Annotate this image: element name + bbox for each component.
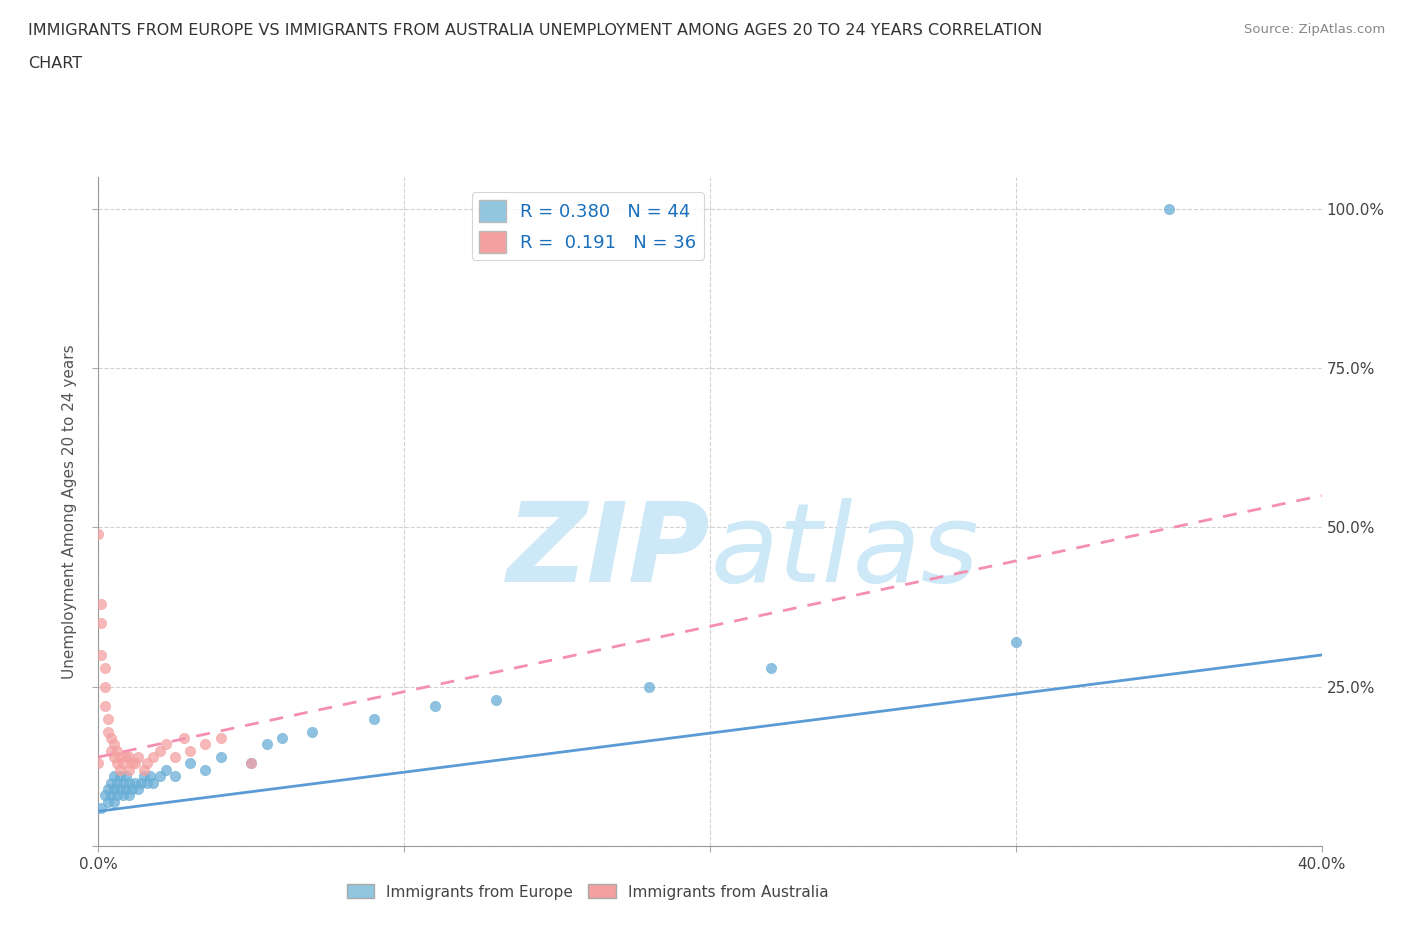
Point bbox=[142, 775, 165, 790]
Point bbox=[194, 737, 217, 751]
Point bbox=[256, 737, 278, 751]
Point bbox=[149, 769, 172, 784]
Point bbox=[93, 698, 115, 713]
Point bbox=[111, 756, 134, 771]
Point bbox=[637, 680, 661, 695]
Point bbox=[301, 724, 323, 739]
Point bbox=[1004, 635, 1026, 650]
Point bbox=[142, 750, 165, 764]
Point bbox=[155, 737, 177, 751]
Point bbox=[1157, 201, 1180, 216]
Point bbox=[115, 750, 138, 764]
Point bbox=[129, 775, 152, 790]
Point bbox=[105, 743, 128, 758]
Point bbox=[139, 769, 162, 784]
Point bbox=[149, 743, 172, 758]
Point bbox=[136, 775, 159, 790]
Point bbox=[97, 794, 120, 809]
Point bbox=[240, 756, 263, 771]
Point bbox=[179, 743, 201, 758]
Point bbox=[134, 769, 156, 784]
Point bbox=[93, 680, 115, 695]
Point bbox=[90, 616, 112, 631]
Point bbox=[163, 750, 186, 764]
Point bbox=[485, 692, 508, 707]
Point bbox=[423, 698, 446, 713]
Point bbox=[103, 769, 125, 784]
Point bbox=[97, 781, 120, 796]
Point bbox=[100, 775, 122, 790]
Point bbox=[90, 801, 112, 816]
Text: Source: ZipAtlas.com: Source: ZipAtlas.com bbox=[1244, 23, 1385, 36]
Point bbox=[93, 788, 115, 803]
Point bbox=[121, 756, 143, 771]
Point bbox=[97, 724, 120, 739]
Point bbox=[105, 775, 128, 790]
Point bbox=[90, 596, 112, 611]
Point bbox=[103, 737, 125, 751]
Point bbox=[127, 781, 149, 796]
Point bbox=[209, 750, 232, 764]
Point bbox=[118, 750, 141, 764]
Point bbox=[155, 763, 177, 777]
Point bbox=[759, 660, 782, 675]
Text: ZIP: ZIP bbox=[506, 498, 710, 605]
Point bbox=[103, 750, 125, 764]
Point bbox=[100, 730, 122, 745]
Text: atlas: atlas bbox=[710, 498, 979, 605]
Legend: Immigrants from Europe, Immigrants from Australia: Immigrants from Europe, Immigrants from … bbox=[340, 878, 835, 906]
Point bbox=[105, 788, 128, 803]
Point bbox=[111, 788, 134, 803]
Point bbox=[111, 775, 134, 790]
Point bbox=[115, 769, 138, 784]
Point bbox=[134, 763, 156, 777]
Point bbox=[179, 756, 201, 771]
Point bbox=[124, 756, 146, 771]
Point bbox=[115, 781, 138, 796]
Y-axis label: Unemployment Among Ages 20 to 24 years: Unemployment Among Ages 20 to 24 years bbox=[62, 344, 77, 679]
Point bbox=[108, 769, 131, 784]
Point bbox=[103, 781, 125, 796]
Text: CHART: CHART bbox=[28, 56, 82, 71]
Point bbox=[270, 730, 292, 745]
Point bbox=[100, 743, 122, 758]
Point bbox=[136, 756, 159, 771]
Point bbox=[118, 775, 141, 790]
Point bbox=[108, 750, 131, 764]
Point bbox=[240, 756, 263, 771]
Point bbox=[173, 730, 195, 745]
Point bbox=[163, 769, 186, 784]
Point bbox=[87, 526, 110, 541]
Point bbox=[103, 794, 125, 809]
Point bbox=[105, 756, 128, 771]
Point bbox=[121, 781, 143, 796]
Point bbox=[118, 763, 141, 777]
Text: IMMIGRANTS FROM EUROPE VS IMMIGRANTS FROM AUSTRALIA UNEMPLOYMENT AMONG AGES 20 T: IMMIGRANTS FROM EUROPE VS IMMIGRANTS FRO… bbox=[28, 23, 1042, 38]
Point bbox=[118, 788, 141, 803]
Point bbox=[209, 730, 232, 745]
Point bbox=[363, 711, 385, 726]
Point bbox=[108, 763, 131, 777]
Point bbox=[127, 750, 149, 764]
Point bbox=[90, 647, 112, 662]
Point bbox=[87, 756, 110, 771]
Point bbox=[124, 775, 146, 790]
Point bbox=[194, 763, 217, 777]
Point bbox=[97, 711, 120, 726]
Point bbox=[100, 788, 122, 803]
Point bbox=[93, 660, 115, 675]
Point bbox=[108, 781, 131, 796]
